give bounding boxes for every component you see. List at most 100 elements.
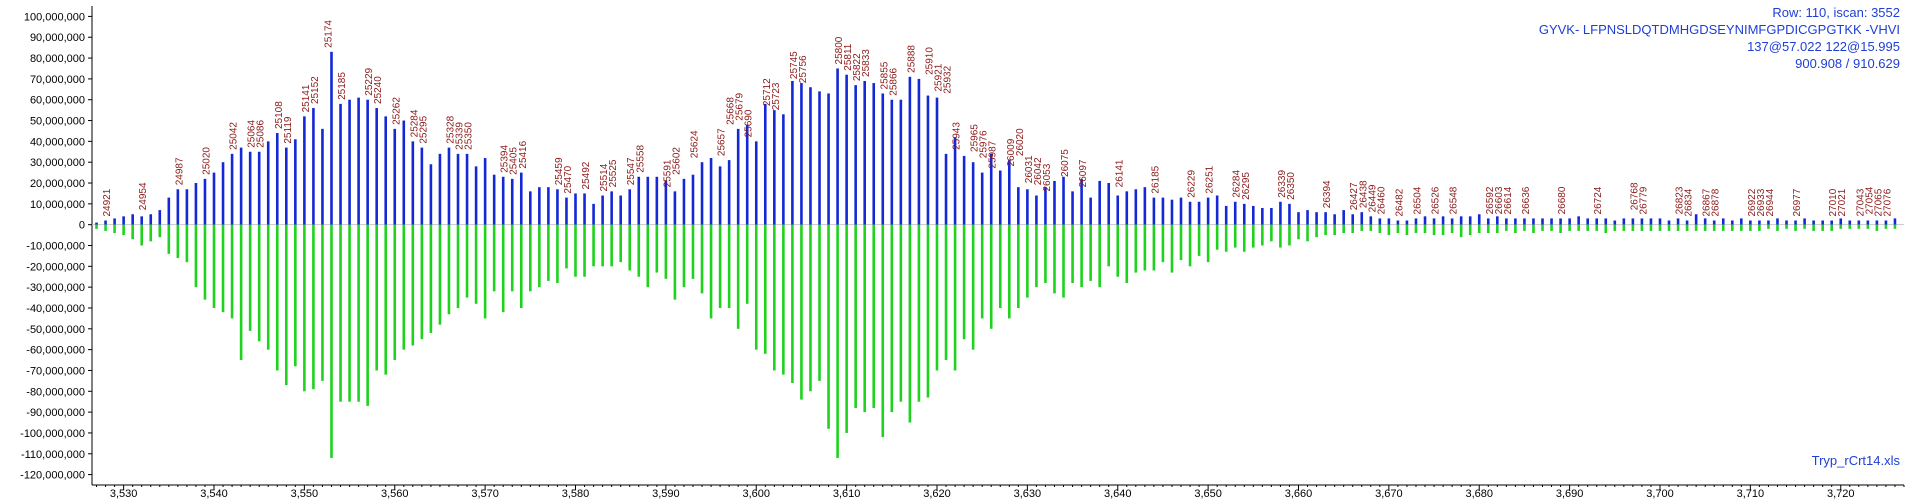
upper-bar bbox=[1866, 220, 1870, 225]
peak-label: 25185 bbox=[337, 72, 348, 100]
upper-bar bbox=[429, 164, 433, 225]
lower-bar bbox=[230, 224, 234, 319]
lower-bar bbox=[1143, 224, 1147, 271]
peak-label: 26350 bbox=[1286, 172, 1297, 200]
upper-bar bbox=[1089, 197, 1092, 225]
lower-bar bbox=[1839, 224, 1843, 229]
peak-label: 25405 bbox=[509, 147, 520, 175]
upper-bar bbox=[980, 172, 984, 225]
peak-label: 25888 bbox=[906, 45, 917, 73]
upper-bar bbox=[510, 178, 514, 225]
upper-bar bbox=[1125, 191, 1129, 225]
lower-bar bbox=[1694, 224, 1698, 231]
upper-bar bbox=[1505, 218, 1508, 225]
peak-label: 26779 bbox=[1638, 186, 1649, 214]
upper-bar bbox=[1197, 201, 1201, 225]
upper-bar bbox=[113, 218, 116, 225]
peak-label: 25547 bbox=[626, 157, 637, 185]
x-axis: 3,530 3,540 3,550 3,560 3,570 3,580 3,590 3,600… bbox=[92, 484, 1905, 499]
lower-bar bbox=[583, 224, 586, 277]
lower-bar bbox=[673, 224, 677, 300]
upper-bar bbox=[131, 214, 134, 225]
upper-bar bbox=[1812, 220, 1815, 225]
peak-label: 25822 bbox=[852, 53, 863, 81]
peak-label: 24954 bbox=[138, 182, 149, 210]
upper-bar bbox=[1161, 197, 1165, 225]
lower-bar bbox=[140, 224, 144, 246]
lower-bar bbox=[1631, 224, 1635, 231]
upper-bar bbox=[1342, 210, 1345, 225]
upper-bar bbox=[411, 141, 415, 225]
peak-label: 25141 bbox=[301, 84, 312, 112]
peak-label: 26834 bbox=[1684, 188, 1695, 216]
upper-bar bbox=[104, 220, 107, 225]
lower-bar bbox=[1767, 224, 1770, 229]
lower-bar bbox=[1884, 224, 1888, 229]
upper-bar bbox=[1604, 218, 1608, 225]
peak-label: 26009 bbox=[1006, 138, 1017, 166]
lower-bar bbox=[1514, 224, 1517, 234]
lower-bar bbox=[1423, 224, 1427, 234]
upper-bar bbox=[194, 183, 198, 225]
upper-bar bbox=[700, 162, 704, 225]
lower-bar bbox=[1595, 224, 1599, 231]
modifications-text: 137@57.022 122@15.995 bbox=[1747, 39, 1900, 54]
upper-bar bbox=[1233, 201, 1237, 225]
upper-bar bbox=[791, 80, 794, 225]
lower-bar bbox=[1658, 224, 1662, 231]
lower-bar bbox=[1812, 224, 1815, 231]
lower-bar bbox=[1197, 224, 1201, 256]
x-tick-label: 3,550 bbox=[291, 488, 319, 499]
lower-bar bbox=[556, 224, 559, 283]
upper-bar bbox=[357, 97, 360, 225]
upper-bar bbox=[908, 76, 912, 225]
lower-bar bbox=[1468, 224, 1472, 236]
peak-label: 26075 bbox=[1060, 149, 1071, 177]
lower-bar bbox=[1550, 224, 1553, 231]
upper-bar bbox=[1830, 220, 1834, 225]
upper-bar bbox=[736, 128, 740, 225]
upper-bar bbox=[1188, 201, 1192, 225]
lower-bar bbox=[257, 224, 261, 342]
lower-bar bbox=[1288, 224, 1291, 246]
upper-bar bbox=[1468, 216, 1472, 225]
y-tick-label: 100,000,000 bbox=[24, 11, 85, 23]
y-tick-label: -120,000,000 bbox=[20, 470, 85, 482]
upper-bar bbox=[95, 222, 98, 225]
upper-bar bbox=[1026, 189, 1029, 225]
upper-bar bbox=[221, 162, 225, 225]
upper-bar bbox=[366, 99, 369, 225]
lower-bar bbox=[1821, 224, 1824, 231]
upper-bar bbox=[673, 191, 677, 225]
peak-label: 26592 bbox=[1485, 186, 1496, 214]
peak-label: 26042 bbox=[1033, 157, 1044, 185]
upper-bar bbox=[1324, 212, 1327, 225]
lower-bar bbox=[682, 224, 686, 288]
upper-bar bbox=[348, 99, 351, 225]
lower-bar bbox=[1758, 224, 1761, 231]
lower-bar bbox=[1035, 224, 1038, 288]
lower-bar bbox=[709, 224, 713, 319]
lower-bar bbox=[1206, 224, 1210, 263]
upper-bar bbox=[998, 170, 1002, 225]
x-tick-label: 3,630 bbox=[1014, 488, 1042, 499]
lower-bar bbox=[393, 224, 397, 361]
peak-label: 27043 bbox=[1855, 188, 1866, 216]
upper-bar bbox=[1315, 212, 1318, 225]
peak-label: 26482 bbox=[1394, 188, 1405, 216]
upper-bar bbox=[519, 172, 523, 225]
chart-bars bbox=[95, 51, 1897, 458]
lower-bar bbox=[1315, 224, 1318, 238]
lower-bar bbox=[248, 224, 252, 331]
upper-bar bbox=[393, 128, 397, 225]
x-tick-label: 3,640 bbox=[1104, 488, 1132, 499]
upper-bar bbox=[1107, 183, 1111, 225]
upper-bar bbox=[1649, 218, 1653, 225]
lower-bar bbox=[1215, 224, 1219, 250]
peak-label: 25339 bbox=[455, 122, 466, 150]
peak-label: 26526 bbox=[1431, 186, 1442, 214]
lower-bar bbox=[357, 224, 360, 402]
upper-bar bbox=[501, 176, 505, 225]
lower-bar bbox=[1640, 224, 1644, 231]
